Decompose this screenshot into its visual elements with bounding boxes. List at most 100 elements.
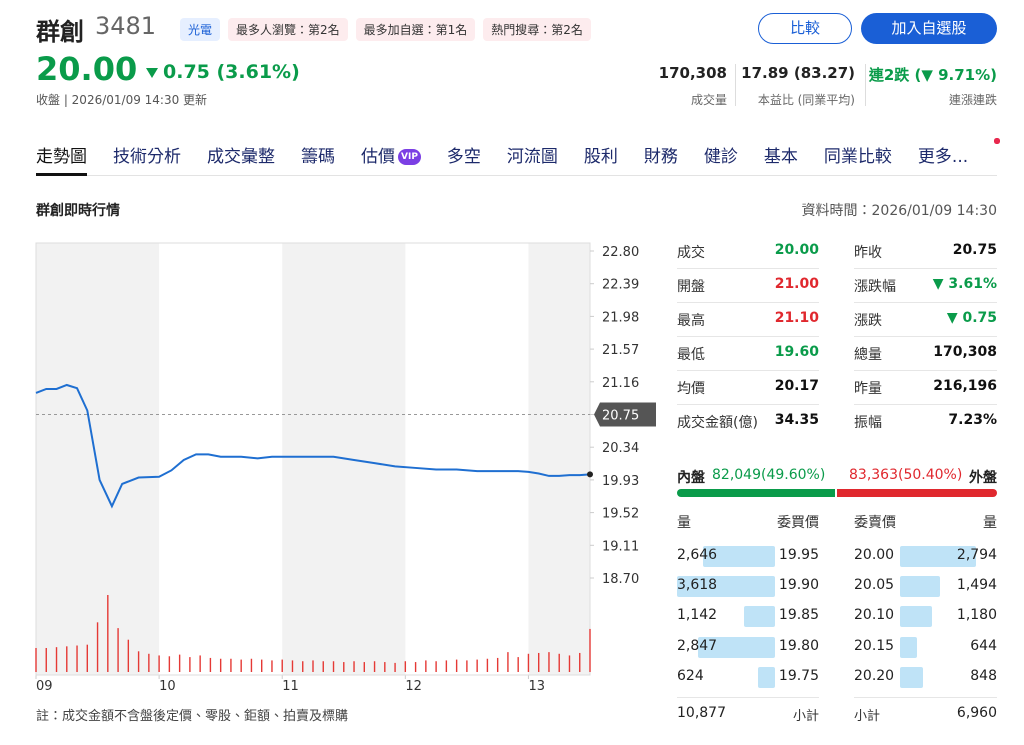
inner-ratio-bar: [677, 489, 835, 497]
section-title: 群創即時行情: [36, 203, 120, 219]
tab[interactable]: 成交彙整: [207, 142, 275, 167]
tab-label: 估價: [361, 147, 395, 167]
tag: 熱門搜尋：第2名: [483, 18, 591, 41]
tab[interactable]: 河流圖: [507, 142, 558, 167]
tab[interactable]: 籌碼: [301, 138, 1001, 167]
quote-value: 20.00: [774, 242, 819, 258]
x-tick-label: 10: [159, 679, 176, 694]
volume-bar: [291, 660, 294, 672]
bid-price: 19.85: [778, 607, 819, 624]
x-tick-label: 11: [282, 679, 299, 694]
tab[interactable]: 基本: [764, 142, 798, 167]
depth-header: 委買價: [777, 515, 819, 531]
quote-label: 最低: [677, 347, 705, 363]
volume-bar: [66, 646, 68, 672]
down-arrow-icon: [146, 68, 158, 78]
ask-price: 20.00: [854, 547, 895, 563]
stat-value: 17.89 (83.27): [741, 64, 855, 82]
outer-ratio-bar: [836, 489, 997, 497]
stock-name: 群創: [36, 18, 84, 46]
ask-volume-bar: [900, 576, 941, 598]
volume-bar: [250, 658, 253, 672]
volume-bar: [363, 662, 365, 672]
bid-price: 19.95: [778, 547, 819, 563]
stat-label: 成交量: [690, 93, 727, 107]
session-band: [528, 243, 590, 675]
add-watchlist-button[interactable]: 加入自選股: [861, 13, 997, 44]
tab-label: 多空: [446, 147, 481, 167]
volume-bar: [199, 655, 201, 672]
stat-value: 170,308: [658, 64, 727, 82]
volume-bar: [496, 657, 499, 672]
tag: 光電: [180, 18, 221, 41]
y-tick-label: 22.39: [602, 278, 639, 293]
volume-bar: [322, 661, 324, 672]
tab-label: 走勢圖: [36, 147, 87, 167]
volume-bar: [189, 657, 191, 672]
volume-bar: [486, 658, 489, 672]
volume-bar: [538, 652, 540, 672]
volume-bar: [35, 647, 37, 672]
tab[interactable]: 估價 VIP: [361, 138, 1001, 167]
y-tick-label: 19.93: [602, 474, 639, 489]
ask-qty: 1,180: [956, 607, 997, 624]
tab[interactable]: 財務: [644, 138, 1001, 167]
volume-bar: [579, 652, 581, 672]
volume-bar: [332, 661, 335, 672]
ask-volume-bar: [900, 606, 932, 628]
volume-bar: [517, 657, 519, 672]
ask-total-label: 小計: [854, 709, 881, 724]
bid-qty: 2,847: [677, 637, 718, 654]
bid-volume-bar: [703, 546, 775, 567]
totals-divider: [854, 697, 997, 698]
volume-bar: [414, 662, 417, 672]
tab[interactable]: 走勢圖: [36, 142, 87, 176]
tab-label: 成交彙整: [207, 147, 275, 167]
volume-bar: [404, 661, 407, 672]
notification-dot: [994, 138, 1001, 144]
volume-bar: [96, 622, 99, 672]
quote-label: 最高: [677, 313, 705, 329]
volume-bar: [435, 661, 437, 672]
row-divider: [677, 336, 819, 337]
x-tick-label: 13: [528, 679, 545, 694]
inner-label: 內盤: [677, 470, 705, 486]
tab-label: 同業比較: [823, 147, 892, 167]
price: 20.00: [36, 50, 138, 88]
quote-value: 216,196: [933, 378, 997, 394]
row-divider: [854, 268, 997, 269]
quote-label: 成交: [677, 245, 705, 261]
bid-volume-bar: [744, 606, 775, 628]
tab[interactable]: 多空: [447, 142, 481, 167]
volume-bar: [302, 661, 304, 672]
tab-label: 更多...: [917, 147, 969, 167]
tab[interactable]: 更多...: [917, 138, 1001, 167]
quote-value: 170,308: [933, 344, 997, 360]
ask-price: 20.05: [854, 577, 895, 594]
inner-value: 82,049(49.60%): [712, 467, 826, 483]
ask-qty: 1,494: [956, 577, 997, 594]
tab[interactable]: 同業比較: [823, 138, 1001, 167]
volume-bar: [373, 661, 376, 672]
quote-value: 20.17: [774, 378, 819, 394]
volume-bar: [127, 639, 130, 672]
compare-button[interactable]: 比較: [758, 13, 852, 44]
row-divider: [854, 302, 997, 303]
stat-divider: [735, 64, 736, 106]
tab[interactable]: 技術分析: [113, 142, 181, 167]
volume-bar: [168, 656, 171, 672]
x-tick-label: 12: [405, 679, 422, 694]
row-divider: [677, 302, 819, 303]
ask-price: 20.15: [854, 637, 895, 654]
quote-value: 21.00: [774, 276, 819, 292]
tab[interactable]: 健診: [703, 138, 1001, 167]
volume-bar: [353, 661, 355, 672]
volume-bar: [148, 653, 150, 672]
volume-bar: [384, 662, 386, 672]
tab-divider: [36, 175, 997, 176]
tab[interactable]: 股利: [584, 142, 618, 167]
volume-bar: [589, 628, 591, 672]
tab-label: 健診: [703, 147, 738, 167]
volume-bar: [466, 660, 468, 672]
volume-bar: [209, 657, 212, 672]
